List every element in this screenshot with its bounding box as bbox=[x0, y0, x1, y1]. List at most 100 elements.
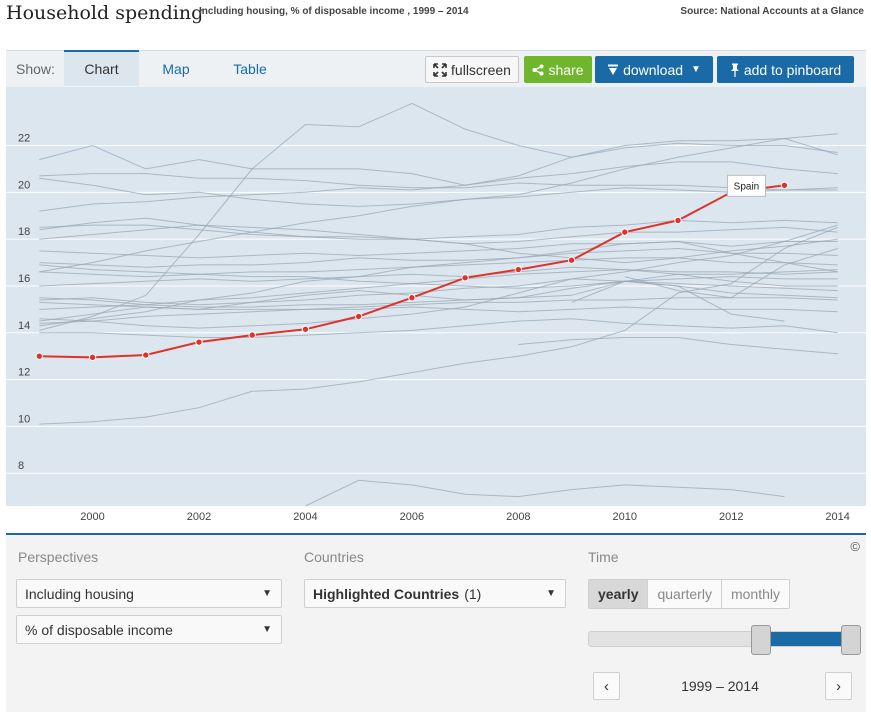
tab-chart[interactable]: Chart bbox=[64, 50, 139, 86]
controls-panel: © Perspectives Including housing ▼ % of … bbox=[6, 535, 866, 712]
spain-data-point bbox=[514, 265, 523, 274]
x-tick-label: 2012 bbox=[719, 511, 743, 523]
spain-data-point bbox=[248, 331, 256, 339]
background-series-line bbox=[39, 266, 838, 287]
chevron-left-icon: ‹ bbox=[604, 677, 609, 695]
spain-data-point bbox=[780, 181, 789, 190]
countries-value: Highlighted Countries bbox=[313, 585, 460, 602]
tab-map[interactable]: Map bbox=[162, 61, 190, 77]
time-quarterly-option[interactable]: quarterly bbox=[648, 580, 722, 608]
background-series-line bbox=[39, 137, 838, 212]
fullscreen-icon bbox=[433, 62, 447, 77]
chart-area: 8 10 12 14 16 18 20 22 2000 2002 2004 2006 2008 2010 2… bbox=[6, 87, 866, 533]
background-series-line bbox=[39, 102, 838, 331]
caret-down-icon: ▼ bbox=[691, 63, 701, 75]
background-series-line bbox=[39, 269, 838, 308]
download-icon bbox=[608, 64, 619, 75]
background-series-line bbox=[39, 297, 838, 324]
background-series-line bbox=[39, 224, 838, 264]
background-series-line bbox=[39, 177, 838, 207]
add-to-pinboard-button[interactable]: add to pinboard bbox=[717, 56, 854, 83]
next-period-button[interactable]: › bbox=[825, 672, 852, 700]
spain-series-label: Spain bbox=[734, 181, 760, 192]
chart-divider bbox=[6, 533, 866, 535]
spain-data-point bbox=[35, 352, 44, 360]
background-series-line bbox=[39, 318, 838, 338]
show-label: Show: bbox=[16, 61, 55, 77]
pinboard-label: add to pinboard bbox=[743, 61, 842, 78]
perspective-measure-value: % of disposable income bbox=[25, 621, 173, 638]
perspective-select-housing[interactable]: Including housing ▼ bbox=[16, 579, 282, 608]
background-series-line bbox=[39, 240, 838, 259]
perspective-select-measure[interactable]: % of disposable income ▼ bbox=[16, 615, 282, 644]
chart-title: Household spending bbox=[6, 2, 204, 24]
chevron-right-icon: › bbox=[836, 677, 841, 695]
spain-data-point bbox=[88, 353, 97, 362]
background-series-line bbox=[39, 264, 838, 289]
y-tick-label: 14 bbox=[18, 320, 30, 332]
background-series-line bbox=[39, 247, 838, 268]
copyright-icon[interactable]: © bbox=[850, 539, 860, 554]
countries-select[interactable]: Highlighted Countries (1) ▼ bbox=[304, 579, 566, 608]
time-frequency-toggle: yearly quarterly monthly bbox=[588, 579, 790, 609]
x-tick-label: 2002 bbox=[187, 511, 211, 523]
previous-period-button[interactable]: ‹ bbox=[593, 672, 620, 700]
range-end-handle[interactable] bbox=[841, 625, 861, 655]
background-series-line bbox=[39, 144, 838, 186]
time-range-label: 1999 – 2014 bbox=[681, 678, 759, 694]
time-range-slider[interactable] bbox=[588, 625, 861, 655]
background-series-line bbox=[39, 224, 838, 329]
time-monthly-option[interactable]: monthly bbox=[730, 586, 780, 602]
tab-table[interactable]: Table bbox=[233, 61, 267, 77]
y-tick-label: 12 bbox=[18, 367, 30, 379]
background-series-line bbox=[39, 133, 838, 273]
perspective-housing-value: Including housing bbox=[25, 585, 134, 602]
pin-icon bbox=[730, 63, 739, 77]
chevron-down-icon: ▼ bbox=[262, 588, 272, 599]
chevron-down-icon: ▼ bbox=[262, 624, 272, 635]
countries-heading: Countries bbox=[304, 549, 364, 565]
x-tick-label: 2000 bbox=[80, 511, 104, 523]
spain-data-point bbox=[354, 312, 363, 321]
x-tick-label: 2014 bbox=[825, 511, 849, 523]
share-button[interactable]: share bbox=[524, 56, 592, 83]
background-series-line bbox=[39, 301, 838, 313]
y-tick-label: 16 bbox=[18, 273, 30, 285]
y-tick-label: 18 bbox=[18, 226, 30, 238]
spain-label-box bbox=[726, 174, 766, 197]
x-tick-label: 2006 bbox=[400, 511, 424, 523]
chart-subtitle: Including housing, % of disposable incom… bbox=[199, 6, 469, 17]
x-tick-label: 2004 bbox=[293, 511, 317, 523]
spain-data-point bbox=[461, 274, 469, 282]
perspectives-heading: Perspectives bbox=[18, 549, 99, 565]
share-label: share bbox=[548, 61, 584, 78]
fullscreen-button[interactable]: fullscreen bbox=[425, 56, 519, 83]
toolbar: Show: Chart Map Table fullscreen share d… bbox=[6, 50, 866, 87]
background-series-line bbox=[39, 226, 838, 425]
spain-data-point bbox=[408, 293, 416, 302]
y-tick-label: 8 bbox=[18, 460, 24, 472]
spain-data-point bbox=[301, 325, 310, 333]
y-tick-label: 22 bbox=[18, 133, 30, 145]
line-chart: 8 10 12 14 16 18 20 22 2000 2002 2004 2006 2008 2010 2… bbox=[6, 87, 866, 523]
time-range-fill bbox=[760, 632, 853, 646]
header: Household spending Including housing, % … bbox=[6, 0, 866, 30]
chevron-down-icon: ▼ bbox=[546, 588, 556, 599]
spain-data-point bbox=[567, 256, 576, 264]
share-icon bbox=[532, 64, 544, 75]
download-label: download bbox=[623, 61, 684, 78]
y-tick-label: 10 bbox=[18, 413, 30, 425]
spain-data-point bbox=[674, 216, 682, 225]
download-button[interactable]: download ▼ bbox=[595, 56, 713, 83]
x-tick-label: 2010 bbox=[613, 511, 637, 523]
spain-data-point bbox=[142, 351, 150, 359]
time-yearly-option[interactable]: yearly bbox=[589, 580, 649, 608]
plot-background bbox=[6, 87, 866, 506]
fullscreen-label: fullscreen bbox=[451, 61, 511, 78]
x-tick-label: 2008 bbox=[506, 511, 530, 523]
range-start-handle[interactable] bbox=[750, 625, 771, 655]
background-series-line bbox=[571, 280, 785, 322]
source-link[interactable]: Source: National Accounts at a Glance bbox=[680, 6, 864, 17]
background-series-line bbox=[39, 278, 838, 306]
background-series-line bbox=[39, 257, 838, 278]
